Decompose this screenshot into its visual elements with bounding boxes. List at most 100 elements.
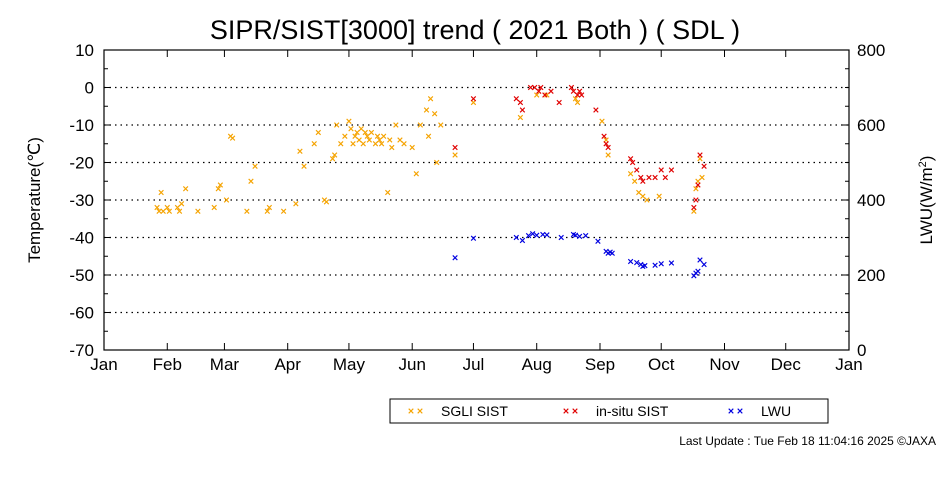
data-point <box>280 208 287 214</box>
data-point <box>538 84 544 91</box>
data-point <box>329 156 336 162</box>
data-point <box>323 199 330 205</box>
data-point <box>154 204 160 211</box>
data-point <box>311 141 317 147</box>
data-point <box>668 260 675 266</box>
y-tick-label-left: -40 <box>69 229 94 248</box>
data-point <box>158 189 164 196</box>
data-point <box>217 182 224 188</box>
series-2 <box>452 231 707 279</box>
data-point <box>701 163 707 169</box>
x-tick-label: Jan <box>835 355 862 374</box>
data-point <box>195 208 201 214</box>
data-point <box>640 193 646 199</box>
data-point <box>438 122 444 128</box>
data-point <box>338 141 344 147</box>
data-point <box>627 171 634 177</box>
data-point <box>352 133 358 139</box>
data-point <box>293 201 299 207</box>
legend-marker <box>417 408 423 414</box>
data-point <box>397 137 403 143</box>
data-point <box>513 96 519 102</box>
data-point <box>638 174 644 181</box>
data-point <box>356 137 362 143</box>
data-point <box>409 144 415 151</box>
data-point <box>176 208 183 214</box>
data-point <box>544 232 550 238</box>
data-point <box>164 204 170 211</box>
data-point <box>182 186 189 192</box>
data-point <box>517 114 524 121</box>
data-point <box>574 92 581 98</box>
data-point <box>350 141 356 147</box>
data-point <box>534 232 540 238</box>
y-tick-label-left: -20 <box>69 154 94 173</box>
data-point <box>629 159 636 166</box>
data-point <box>576 233 583 240</box>
data-point <box>470 235 477 241</box>
data-point <box>364 133 370 139</box>
data-point <box>393 122 399 128</box>
data-point <box>599 118 605 124</box>
data-point <box>568 84 575 91</box>
data-point <box>331 152 338 158</box>
data-point <box>417 122 424 128</box>
data-point <box>244 208 250 214</box>
data-point <box>372 141 379 147</box>
data-point <box>178 201 185 207</box>
legend-box <box>389 398 829 424</box>
data-point <box>691 204 697 211</box>
data-point <box>605 144 611 151</box>
data-points <box>154 84 707 279</box>
x-tick-label: Mar <box>210 355 240 374</box>
data-point <box>297 148 303 154</box>
data-point <box>470 96 477 102</box>
legend-marker <box>408 408 414 414</box>
legend-label: in-situ SIST <box>596 403 669 419</box>
data-point <box>354 129 360 136</box>
data-point <box>695 268 701 274</box>
data-point <box>374 133 381 139</box>
x-tick-label: Oct <box>648 355 675 374</box>
data-point <box>346 118 352 124</box>
data-point <box>517 99 524 106</box>
data-point <box>378 141 385 147</box>
y-tick-label-right: 800 <box>857 41 885 60</box>
data-point <box>646 174 652 181</box>
data-point <box>656 193 662 199</box>
data-point <box>578 92 585 98</box>
data-point <box>333 122 340 128</box>
data-point <box>668 167 675 173</box>
data-point <box>642 262 648 269</box>
x-tick-label: Apr <box>274 355 301 374</box>
legend-label: LWU <box>761 403 791 419</box>
data-point <box>215 186 221 192</box>
data-point <box>527 84 534 91</box>
data-point <box>627 258 634 265</box>
x-tick-label: Dec <box>771 355 802 374</box>
data-point <box>380 133 387 139</box>
series-1 <box>452 84 707 211</box>
data-point <box>360 141 366 147</box>
data-point <box>519 237 526 244</box>
y-tick-label-left: 0 <box>85 79 94 98</box>
data-point <box>401 141 407 147</box>
data-point <box>427 96 434 102</box>
x-tick-label: Feb <box>153 355 182 374</box>
data-point <box>697 152 703 158</box>
data-point <box>609 250 615 256</box>
data-point <box>636 189 642 196</box>
data-point <box>223 197 230 203</box>
data-point <box>252 163 258 169</box>
data-point <box>572 232 579 238</box>
legend-marker <box>737 408 743 414</box>
data-point <box>376 137 383 143</box>
x-tick-label: Sep <box>585 355 615 374</box>
grid-lines <box>104 86 849 314</box>
data-point <box>601 133 607 139</box>
x-tick-label: Aug <box>522 355 552 374</box>
y-tick-label-left: -60 <box>69 304 94 323</box>
data-point <box>358 126 364 132</box>
data-point <box>548 88 554 94</box>
legend-label: SGLI SIST <box>441 403 508 419</box>
